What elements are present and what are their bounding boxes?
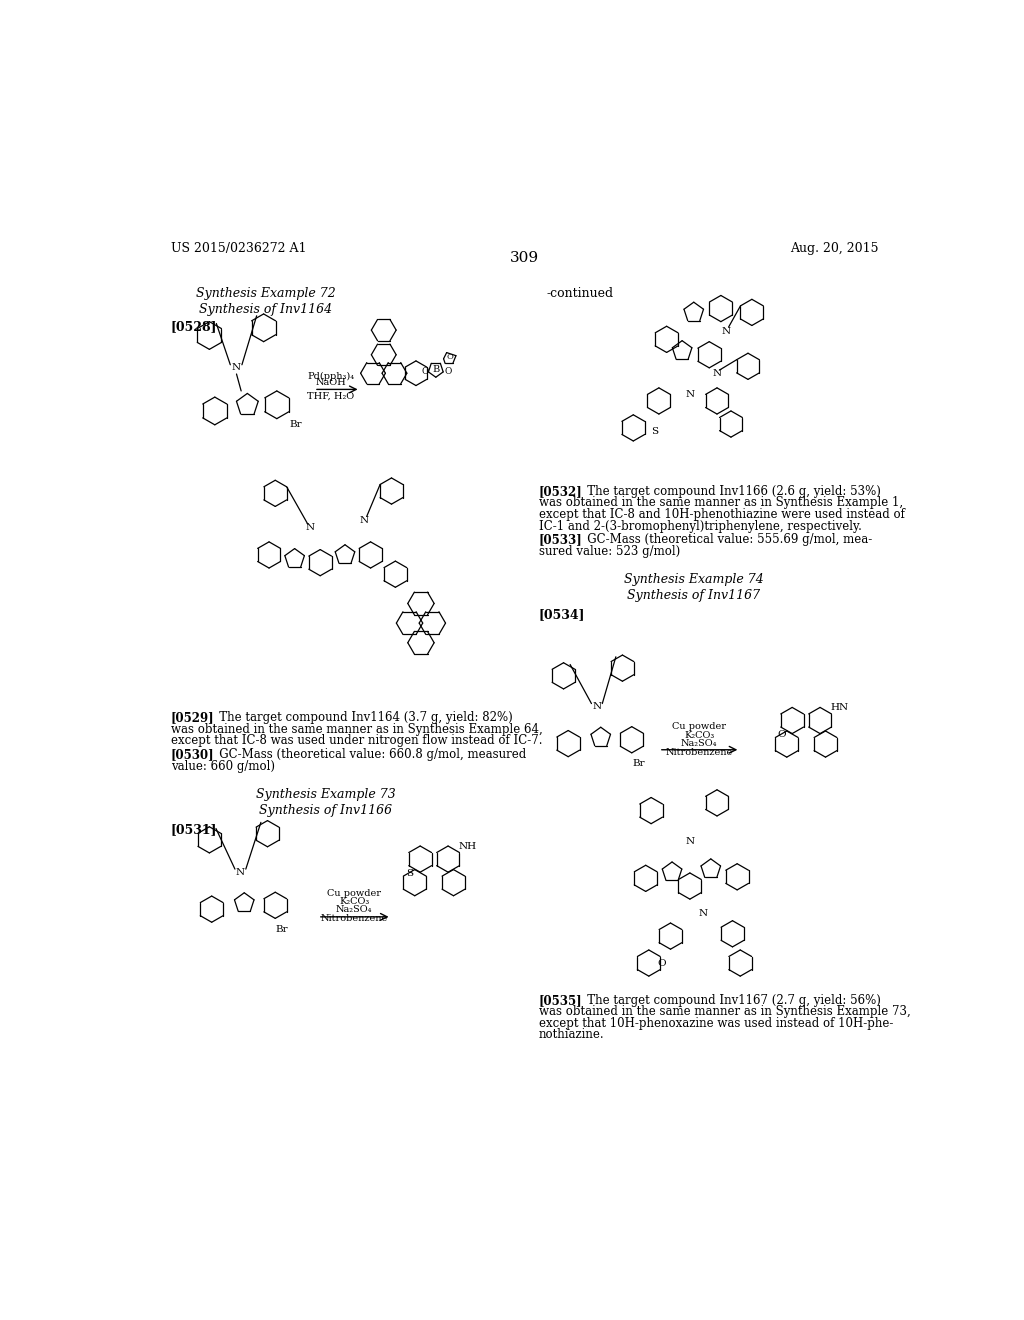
Text: 309: 309 (510, 251, 540, 265)
Text: Synthesis Example 73: Synthesis Example 73 (256, 788, 395, 801)
Text: S: S (651, 428, 658, 436)
Text: N: N (685, 837, 694, 846)
Text: The target compound Inv1167 (2.7 g, yield: 56%): The target compound Inv1167 (2.7 g, yiel… (575, 994, 881, 1007)
Text: Synthesis Example 74: Synthesis Example 74 (624, 573, 764, 586)
Text: GC-Mass (theoretical value: 555.69 g/mol, mea-: GC-Mass (theoretical value: 555.69 g/mol… (575, 533, 872, 546)
Text: N: N (592, 702, 601, 711)
Text: nothiazine.: nothiazine. (539, 1028, 604, 1041)
Text: Cu powder: Cu powder (328, 890, 381, 899)
Text: Cu powder: Cu powder (672, 722, 726, 731)
Text: Synthesis of Inv1166: Synthesis of Inv1166 (259, 804, 392, 817)
Text: N: N (698, 908, 708, 917)
Text: N: N (232, 363, 241, 372)
Text: Synthesis Example 72: Synthesis Example 72 (196, 286, 336, 300)
Text: Br: Br (290, 420, 302, 429)
Text: N: N (236, 867, 245, 876)
Text: was obtained in the same manner as in Synthesis Example 73,: was obtained in the same manner as in Sy… (539, 1006, 910, 1019)
Text: except that 10H-phenoxazine was used instead of 10H-phe-: except that 10H-phenoxazine was used ins… (539, 1016, 893, 1030)
Text: [0534]: [0534] (539, 609, 586, 622)
Text: [0532]: [0532] (539, 484, 583, 498)
Text: Na₂SO₄: Na₂SO₄ (336, 904, 373, 913)
Text: [0531]: [0531] (171, 822, 217, 836)
Text: K₂CO₃: K₂CO₃ (339, 898, 370, 906)
Text: [0530]: [0530] (171, 748, 214, 762)
Text: Aug. 20, 2015: Aug. 20, 2015 (791, 242, 879, 255)
Text: [0529]: [0529] (171, 711, 214, 725)
Text: Synthesis of Inv1164: Synthesis of Inv1164 (200, 304, 333, 317)
Text: IC-1 and 2-(3-bromophenyl)triphenylene, respectively.: IC-1 and 2-(3-bromophenyl)triphenylene, … (539, 520, 861, 532)
Text: except that IC-8 was used under nitrogen flow instead of IC-7.: except that IC-8 was used under nitrogen… (171, 734, 542, 747)
Text: [0528]: [0528] (171, 321, 217, 333)
Text: was obtained in the same manner as in Synthesis Example 1,: was obtained in the same manner as in Sy… (539, 496, 903, 510)
Text: -continued: -continued (547, 286, 613, 300)
Text: N: N (305, 524, 314, 532)
Text: N: N (722, 327, 731, 337)
Text: O: O (777, 730, 785, 739)
Text: [0535]: [0535] (539, 994, 583, 1007)
Text: O: O (444, 367, 453, 376)
Text: sured value: 523 g/mol): sured value: 523 g/mol) (539, 545, 680, 558)
Text: Synthesis of Inv1167: Synthesis of Inv1167 (627, 589, 760, 602)
Text: K₂CO₃: K₂CO₃ (684, 731, 715, 739)
Text: O: O (422, 367, 429, 376)
Text: Pd(pph₃)₄: Pd(pph₃)₄ (307, 372, 354, 381)
Text: N: N (359, 516, 369, 525)
Text: N: N (685, 391, 694, 399)
Text: Na₂SO₄: Na₂SO₄ (681, 739, 718, 748)
Text: Br: Br (632, 759, 645, 768)
Text: The target compound Inv1164 (3.7 g, yield: 82%): The target compound Inv1164 (3.7 g, yiel… (208, 711, 513, 725)
Text: B: B (432, 366, 439, 374)
Text: Nitrobenzene: Nitrobenzene (666, 747, 733, 756)
Text: was obtained in the same manner as in Synthesis Example 64,: was obtained in the same manner as in Sy… (171, 723, 543, 735)
Text: except that IC-8 and 10H-phenothiazine were used instead of: except that IC-8 and 10H-phenothiazine w… (539, 508, 904, 521)
Text: The target compound Inv1166 (2.6 g, yield: 53%): The target compound Inv1166 (2.6 g, yiel… (575, 484, 881, 498)
Text: NaOH: NaOH (315, 378, 346, 387)
Text: THF, H₂O: THF, H₂O (307, 392, 354, 401)
Text: O: O (656, 958, 666, 968)
Text: NH: NH (459, 842, 477, 850)
Text: value: 660 g/mol): value: 660 g/mol) (171, 760, 274, 772)
Text: S: S (406, 869, 413, 878)
Text: N: N (713, 370, 722, 379)
Text: O: O (446, 354, 454, 362)
Text: [0533]: [0533] (539, 533, 583, 546)
Text: Br: Br (275, 925, 288, 935)
Text: Nitrobenzene: Nitrobenzene (321, 913, 388, 923)
Text: US 2015/0236272 A1: US 2015/0236272 A1 (171, 242, 306, 255)
Text: GC-Mass (theoretical value: 660.8 g/mol, measured: GC-Mass (theoretical value: 660.8 g/mol,… (208, 748, 526, 762)
Text: HN: HN (830, 704, 849, 711)
